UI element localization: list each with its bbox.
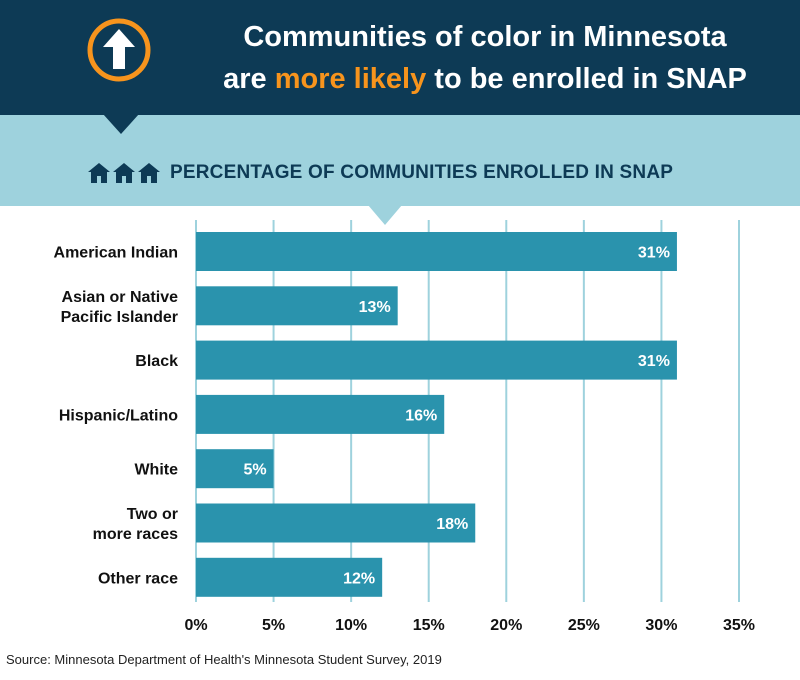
category-label: Two or <box>127 506 178 523</box>
title-highlight: more likely <box>274 63 427 95</box>
bar <box>196 557 383 597</box>
bar <box>196 340 677 380</box>
up-arrow-icon <box>87 18 151 82</box>
x-tick-label: 0% <box>184 617 207 634</box>
x-tick-label: 35% <box>723 617 755 634</box>
bar <box>196 394 445 434</box>
bar <box>196 232 677 271</box>
data-label: 16% <box>405 407 437 424</box>
page-title: Communities of color in Minnesota are mo… <box>180 16 790 100</box>
header-pointer <box>103 114 139 134</box>
data-label: 31% <box>638 353 670 370</box>
bar <box>196 449 274 489</box>
category-label: White <box>134 462 178 479</box>
data-label: 31% <box>638 245 670 262</box>
title-line-2-pre: are <box>223 63 275 95</box>
category-label: American Indian <box>54 245 178 262</box>
category-label: Hispanic/Latino <box>59 407 178 424</box>
x-tick-label: 5% <box>262 617 285 634</box>
category-label: Black <box>135 353 178 370</box>
category-label: more races <box>93 526 178 543</box>
source-note: Source: Minnesota Department of Health's… <box>6 652 442 667</box>
header-banner: Communities of color in Minnesota are mo… <box>0 0 800 115</box>
data-label: 5% <box>243 462 266 479</box>
data-label: 13% <box>359 299 391 316</box>
houses-icon <box>88 163 160 183</box>
data-label: 12% <box>343 570 375 587</box>
bar <box>196 503 476 543</box>
x-tick-label: 15% <box>413 617 445 634</box>
chart-title-wrap: PERCENTAGE OF COMMUNITIES ENROLLED IN SN… <box>88 160 673 186</box>
band-pointer <box>368 205 402 225</box>
title-line-2: are more likely to be enrolled in SNAP <box>180 58 790 100</box>
x-tick-label: 10% <box>335 617 367 634</box>
title-line-2-post: to be enrolled in SNAP <box>426 63 747 95</box>
chart-title: PERCENTAGE OF COMMUNITIES ENROLLED IN SN… <box>170 162 674 183</box>
x-tick-label: 20% <box>490 617 522 634</box>
x-tick-label: 25% <box>568 617 600 634</box>
x-tick-label: 30% <box>645 617 677 634</box>
bar <box>196 286 398 326</box>
bar-chart: 0% 5% 10% 15% 20% 25% 30% 35% 31% American Indian… <box>54 220 755 634</box>
category-label: Pacific Islander <box>61 309 178 326</box>
category-label: Asian or Native <box>62 289 179 306</box>
data-label: 18% <box>436 516 468 533</box>
title-line-1: Communities of color in Minnesota <box>243 21 727 53</box>
category-label: Other race <box>98 570 178 587</box>
